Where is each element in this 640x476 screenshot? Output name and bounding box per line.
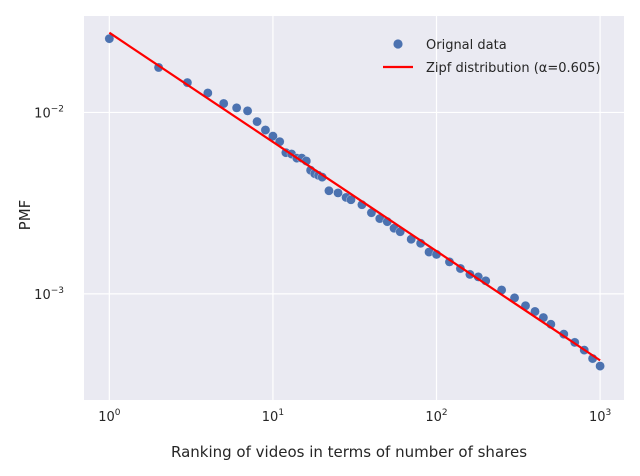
- y-tick-label-1: 10−2: [34, 104, 64, 121]
- plot-area: [84, 16, 624, 400]
- x-axis-title: Ranking of videos in terms of number of …: [171, 443, 527, 461]
- data-point-5: [231, 103, 242, 113]
- series-layer: [104, 31, 605, 371]
- x-tick-label-0: 100: [98, 408, 121, 425]
- data-point-6: [242, 106, 253, 116]
- y-tick-label-0: 10−3: [34, 286, 64, 303]
- data-point-20: [324, 186, 334, 196]
- x-tick-label-2: 102: [425, 408, 447, 425]
- y-axis-title: PMF: [16, 200, 34, 231]
- data-point-21: [333, 188, 343, 198]
- data-point-0: [104, 33, 115, 44]
- tick-labels: 100 101 102 103 10−3 10−2: [34, 104, 611, 425]
- data-point-8: [260, 125, 271, 135]
- legend: Orignal data Zipf distribution (α=0.605): [383, 38, 601, 76]
- x-tick-label-1: 101: [262, 408, 284, 425]
- data-point-7: [252, 116, 262, 127]
- x-tick-label-3: 103: [589, 408, 611, 425]
- legend-label-orignal-data: Orignal data: [426, 38, 507, 53]
- legend-label-zipf: Zipf distribution (α=0.605): [426, 61, 601, 76]
- data-point-49: [595, 361, 605, 371]
- zipf-fit-line: [108, 31, 601, 362]
- legend-marker-orignal-data: [393, 39, 403, 49]
- grid-lines: [84, 16, 624, 400]
